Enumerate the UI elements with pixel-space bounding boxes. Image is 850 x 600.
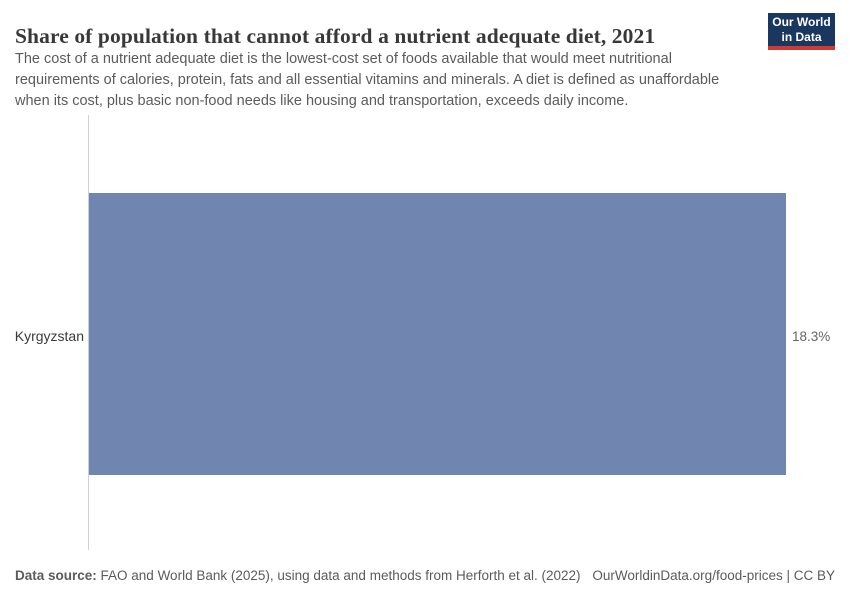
owid-logo[interactable]: Our World in Data <box>768 13 835 50</box>
data-source-label: Data source: <box>15 568 97 583</box>
y-axis-line <box>88 115 89 550</box>
chart-footer: Data source: FAO and World Bank (2025), … <box>15 567 835 585</box>
chart-subtitle: The cost of a nutrient adequate diet is … <box>15 49 755 112</box>
subtitle-line: when its cost, plus basic non-food needs… <box>15 93 629 109</box>
bar-kyrgyzstan[interactable] <box>89 193 786 475</box>
plot-area <box>89 115 786 555</box>
footer-link[interactable]: OurWorldinData.org/food-prices | CC BY <box>592 568 835 583</box>
subtitle-line: The cost of a nutrient adequate diet is … <box>15 51 672 67</box>
category-label-kyrgyzstan: Kyrgyzstan <box>14 328 84 344</box>
data-source-text: FAO and World Bank (2025), using data an… <box>96 568 581 583</box>
value-label: 18.3% <box>792 329 831 344</box>
logo-text-line1: Our World <box>772 15 831 29</box>
subtitle-line: requirements of calories, protein, fats … <box>15 72 720 88</box>
data-source-note: Data source: FAO and World Bank (2025), … <box>15 567 581 585</box>
chart-title: Share of population that cannot afford a… <box>15 24 656 49</box>
logo-text-line2: in Data <box>781 29 822 44</box>
